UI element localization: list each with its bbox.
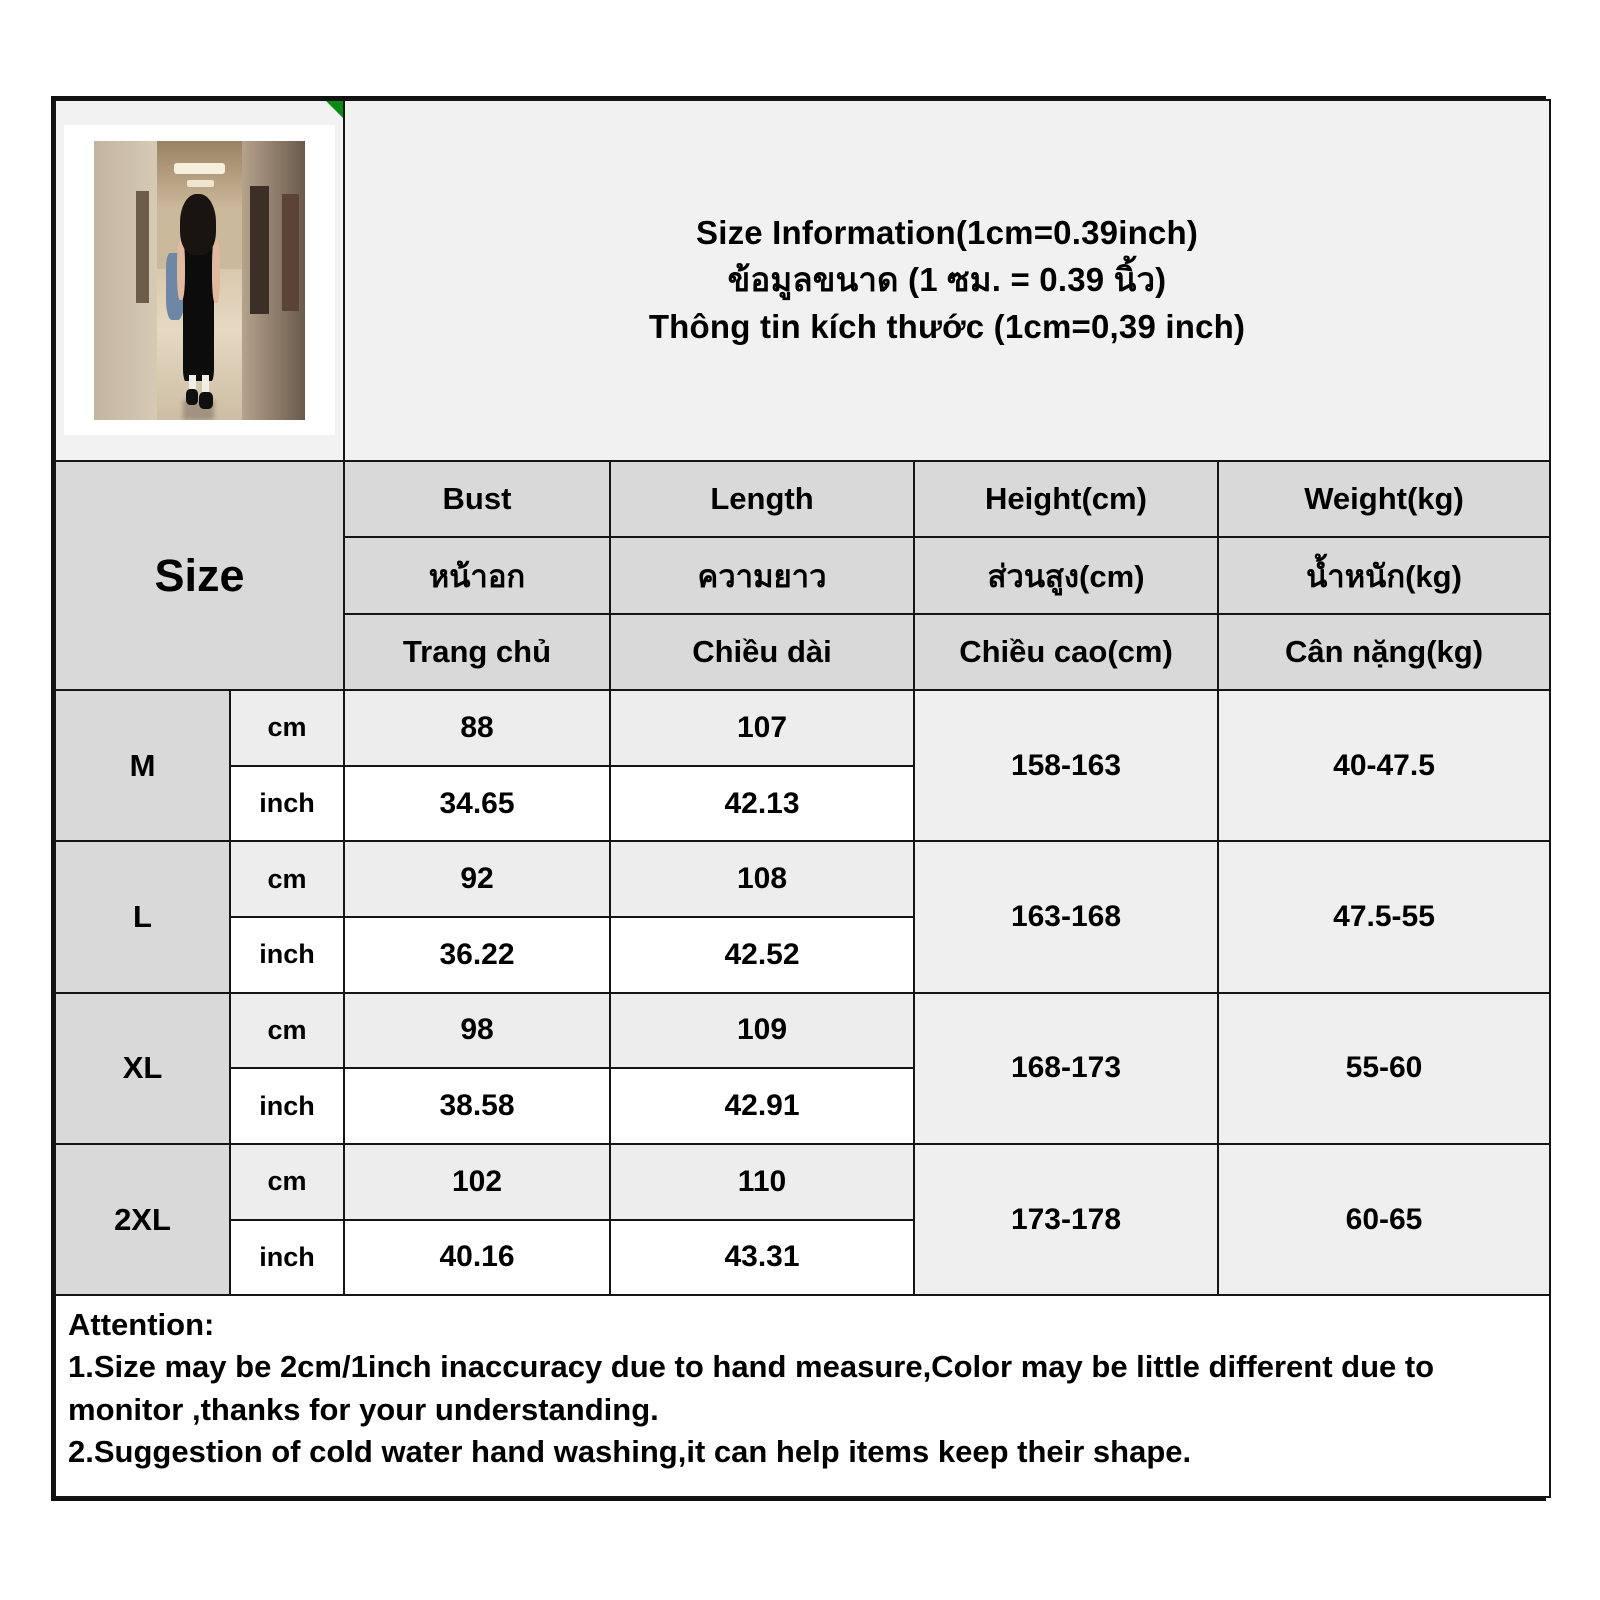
header-height-th: ส่วนสูง(cm) bbox=[913, 535, 1219, 616]
model-arm-right bbox=[212, 238, 220, 303]
model-leg-right bbox=[201, 375, 209, 395]
weight-m: 40-47.5 bbox=[1216, 689, 1552, 843]
table-row: L cm 92 108 163-168 47.5-55 bbox=[54, 840, 1552, 994]
unit-cm-xl: cm bbox=[229, 991, 345, 1070]
header-row-thai: หน้าอก ความยาว ส่วนสูง(cm) น้ำหนัก(kg) bbox=[55, 535, 1552, 616]
table-row: inch 36.22 42.52 bbox=[55, 915, 1550, 994]
bust-inch-xl: 38.58 bbox=[343, 1067, 611, 1145]
size-chart-frame: Size Information(1cm=0.39inch) ข้อมูลขนา… bbox=[51, 96, 1552, 1501]
weight-2xl: 60-65 bbox=[1216, 1142, 1552, 1297]
product-photo-cell[interactable] bbox=[54, 99, 345, 462]
header-height-en: Height(cm) bbox=[913, 459, 1219, 538]
table-row: inch 40.16 43.31 bbox=[55, 1218, 1550, 1297]
header-weight-th: น้ำหนัก(kg) bbox=[1216, 535, 1552, 616]
size-cell-m: M bbox=[54, 689, 231, 843]
bust-cm-xl: 98 bbox=[343, 991, 611, 1070]
header-length-th: ความยาว bbox=[609, 535, 915, 616]
length-cm-2xl: 110 bbox=[609, 1142, 915, 1221]
model-shoe-left bbox=[185, 389, 199, 405]
hallway-door-right-2 bbox=[281, 193, 299, 312]
bust-cm-m: 88 bbox=[343, 689, 611, 767]
ceiling-light-1 bbox=[174, 163, 225, 175]
length-inch-l: 42.52 bbox=[609, 915, 915, 994]
hallway-door-left bbox=[136, 191, 149, 303]
header-bust-th: หน้าอก bbox=[343, 535, 611, 616]
hallway-door-right-1 bbox=[250, 185, 270, 314]
size-header-label: Size bbox=[54, 459, 345, 692]
length-cm-l: 108 bbox=[609, 840, 915, 918]
title-line-vi: Thông tin kích thước (1cm=0,39 inch) bbox=[648, 307, 1246, 345]
table-row: XL cm 98 109 168-173 55-60 bbox=[54, 991, 1552, 1145]
bust-cm-l: 92 bbox=[343, 840, 611, 918]
height-m: 158-163 bbox=[913, 689, 1219, 843]
size-cell-l: L bbox=[54, 840, 231, 994]
table-row: inch 34.65 42.13 bbox=[55, 764, 1550, 843]
size-cell-xl: XL bbox=[54, 991, 231, 1145]
green-corner-marker-icon bbox=[326, 101, 343, 118]
height-xl: 168-173 bbox=[913, 991, 1219, 1145]
header-bust-vi: Trang chủ bbox=[343, 613, 611, 692]
length-inch-m: 42.13 bbox=[609, 764, 915, 843]
unit-inch-2xl: inch bbox=[229, 1218, 345, 1297]
model-shoe-right bbox=[199, 392, 214, 409]
attention-heading: Attention: bbox=[68, 1307, 215, 1343]
table-row: M cm 88 107 158-163 40-47.5 bbox=[54, 689, 1552, 843]
header-row-vietnamese: Trang chủ Chiều dài Chiều cao(cm) Cân nặ… bbox=[55, 613, 1552, 692]
header-height-vi: Chiều cao(cm) bbox=[913, 613, 1219, 692]
attention-note-1: 1.Size may be 2cm/1inch inaccuracy due t… bbox=[68, 1349, 1435, 1427]
height-l: 163-168 bbox=[913, 840, 1219, 994]
size-chart-table: Size Information(1cm=0.39inch) ข้อมูลขนา… bbox=[53, 99, 1552, 1498]
unit-inch-xl: inch bbox=[229, 1067, 345, 1145]
weight-l: 47.5-55 bbox=[1216, 840, 1552, 994]
attention-row: Attention: 1.Size may be 2cm/1inch inacc… bbox=[53, 1294, 1552, 1498]
bust-inch-m: 34.65 bbox=[343, 764, 611, 843]
unit-inch-m: inch bbox=[229, 764, 345, 843]
length-inch-2xl: 43.31 bbox=[609, 1218, 915, 1297]
model-hair bbox=[180, 193, 217, 256]
title-line-en: Size Information(1cm=0.39inch) bbox=[695, 214, 1199, 252]
header-bust-en: Bust bbox=[343, 459, 611, 538]
header-length-en: Length bbox=[609, 459, 915, 538]
size-cell-2xl: 2XL bbox=[54, 1142, 231, 1297]
model-arm-left bbox=[177, 238, 185, 300]
bust-inch-2xl: 40.16 bbox=[343, 1218, 611, 1297]
length-inch-xl: 42.91 bbox=[609, 1067, 915, 1145]
header-weight-en: Weight(kg) bbox=[1216, 459, 1552, 538]
model-leg-left bbox=[188, 375, 197, 395]
header-weight-vi: Cân nặng(kg) bbox=[1216, 613, 1552, 692]
unit-cm-2xl: cm bbox=[229, 1142, 345, 1221]
table-row: 2XL cm 102 110 173-178 60-65 bbox=[54, 1142, 1552, 1297]
product-photo bbox=[64, 125, 335, 436]
bust-cm-2xl: 102 bbox=[343, 1142, 611, 1221]
product-photo-scene bbox=[93, 140, 306, 420]
attention-notes: Attention: 1.Size may be 2cm/1inch inacc… bbox=[53, 1294, 1552, 1498]
length-cm-xl: 109 bbox=[609, 991, 915, 1070]
attention-note-2: 2.Suggestion of cold water hand washing,… bbox=[68, 1433, 1192, 1469]
size-information-title: Size Information(1cm=0.39inch) ข้อมูลขนา… bbox=[342, 99, 1552, 462]
unit-cm-m: cm bbox=[229, 689, 345, 767]
banner-row: Size Information(1cm=0.39inch) ข้อมูลขนา… bbox=[54, 99, 1552, 462]
ceiling-light-2 bbox=[186, 180, 215, 187]
bust-inch-l: 36.22 bbox=[343, 915, 611, 994]
height-2xl: 173-178 bbox=[913, 1142, 1219, 1297]
table-row: inch 38.58 42.91 bbox=[55, 1067, 1550, 1145]
length-cm-m: 107 bbox=[609, 689, 915, 767]
title-line-th: ข้อมูลขนาด (1 ซม. = 0.39 นิ้ว) bbox=[727, 261, 1167, 299]
header-length-vi: Chiều dài bbox=[609, 613, 915, 692]
header-row-english: Size Bust Length Height(cm) Weight(kg) bbox=[54, 459, 1552, 692]
unit-cm-l: cm bbox=[229, 840, 345, 918]
weight-xl: 55-60 bbox=[1216, 991, 1552, 1145]
unit-inch-l: inch bbox=[229, 915, 345, 994]
